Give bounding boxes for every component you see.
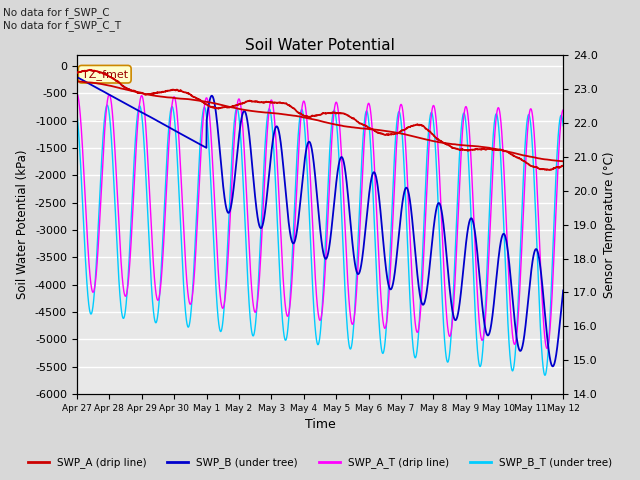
Text: TZ_fmet: TZ_fmet [82,69,128,80]
Title: Soil Water Potential: Soil Water Potential [245,37,395,53]
Y-axis label: Soil Water Potential (kPa): Soil Water Potential (kPa) [17,150,29,300]
Y-axis label: Sensor Temperature (°C): Sensor Temperature (°C) [604,151,616,298]
Text: No data for f_SWP_C
No data for f_SWP_C_T: No data for f_SWP_C No data for f_SWP_C_… [3,7,122,31]
Legend: SWP_A (drip line), SWP_B (under tree), SWP_A_T (drip line), SWP_B_T (under tree): SWP_A (drip line), SWP_B (under tree), S… [24,453,616,472]
X-axis label: Time: Time [305,419,335,432]
